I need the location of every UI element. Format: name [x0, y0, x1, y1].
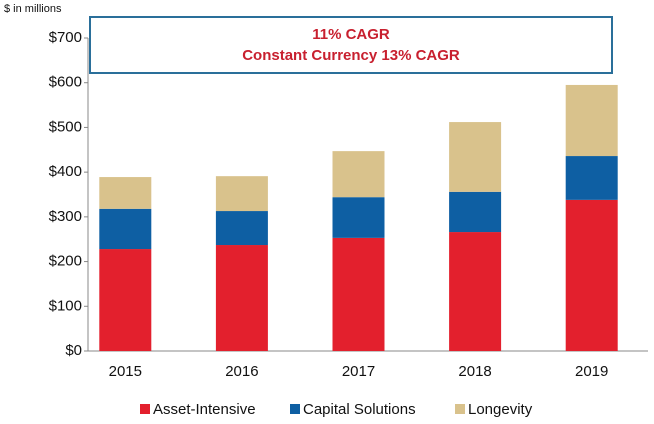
bar-segment — [565, 156, 618, 200]
y-tick-label: $0 — [65, 342, 82, 359]
x-tick-label: 2016 — [225, 363, 258, 380]
bar-segment — [215, 176, 268, 212]
legend-label: Asset-Intensive — [153, 401, 256, 418]
y-tick-label: $400 — [49, 163, 82, 180]
bar-segment — [332, 237, 385, 351]
x-tick-label: 2015 — [109, 363, 142, 380]
x-tick-label: 2018 — [458, 363, 491, 380]
y-tick-label: $300 — [49, 208, 82, 225]
y-tick-label: $600 — [49, 74, 82, 91]
bar-segment — [449, 232, 502, 351]
legend-swatch — [290, 404, 300, 414]
unit-label: $ in millions — [4, 3, 62, 15]
bar-segment — [332, 151, 385, 198]
legend-swatch — [140, 404, 150, 414]
legend-label: Capital Solutions — [303, 401, 416, 418]
legend-label: Longevity — [468, 401, 533, 418]
annotation: 11% CAGR — [312, 26, 390, 43]
bar-segment — [565, 199, 618, 351]
bar-segment — [449, 122, 502, 192]
y-tick-label: $500 — [49, 118, 82, 135]
bar-segment — [215, 245, 268, 351]
x-tick-label: 2019 — [575, 363, 608, 380]
y-tick-label: $100 — [49, 297, 82, 314]
annotation-box — [89, 16, 613, 74]
bar-segment — [215, 211, 268, 246]
legend-swatch — [455, 404, 465, 414]
x-tick-label: 2017 — [342, 363, 375, 380]
y-tick-label: $200 — [49, 253, 82, 270]
bar-segment — [565, 84, 618, 157]
y-tick-label: $700 — [49, 29, 82, 46]
bar-segment — [99, 208, 152, 250]
bar-segment — [332, 197, 385, 238]
bar-segment — [99, 249, 152, 351]
bar-segment — [99, 177, 152, 209]
bar-segment — [449, 191, 502, 233]
annotation: Constant Currency 13% CAGR — [242, 47, 460, 64]
